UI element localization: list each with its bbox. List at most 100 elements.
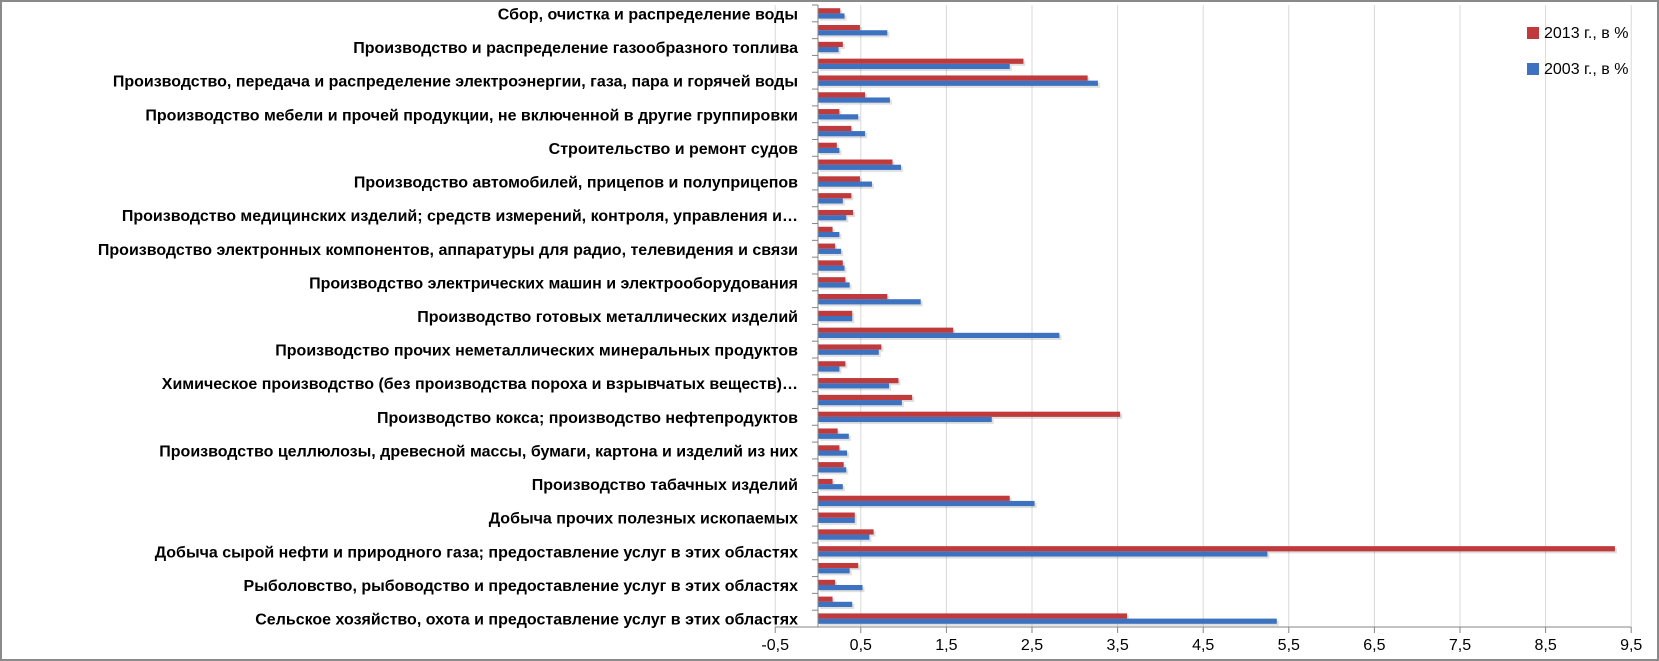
bar-2003 <box>818 265 845 271</box>
category-label: Производство автомобилей, прицепов и пол… <box>354 175 798 192</box>
category-label: Добыча прочих полезных ископаемых <box>489 511 798 528</box>
x-tick-label: 4,5 <box>1192 637 1214 654</box>
category-label: Производство мебели и прочей продукции, … <box>145 107 798 124</box>
bar-2003 <box>818 63 1010 70</box>
legend: 2013 г., в % 2003 г., в % <box>1527 25 1628 78</box>
bar-2003 <box>818 349 879 355</box>
bar-2003 <box>818 416 992 423</box>
bar-2003 <box>818 366 840 372</box>
bar-2003 <box>818 80 1098 86</box>
bar-2003 <box>818 282 850 288</box>
bar-2013 <box>818 546 1615 552</box>
category-label: Производство, передача и распределение э… <box>113 74 798 91</box>
x-tick-label: 2,5 <box>1021 637 1043 654</box>
bar-2013 <box>818 277 846 283</box>
bar-2013 <box>818 293 888 300</box>
bar-2003 <box>818 433 849 439</box>
bar-2013 <box>818 193 852 199</box>
bar-2003 <box>818 484 843 490</box>
bar-2013 <box>818 109 840 115</box>
legend-label: 2003 г., в % <box>1544 61 1628 78</box>
bar-2013 <box>818 310 853 316</box>
bar-2003 <box>818 299 921 305</box>
bar-2013 <box>818 361 846 367</box>
bar-2003 <box>818 47 839 53</box>
bar-2013 <box>818 512 855 518</box>
bar-2013 <box>818 75 1088 81</box>
bar-2003 <box>818 164 902 170</box>
bar-2003 <box>818 114 859 120</box>
x-tick-label: -0,5 <box>761 637 789 654</box>
x-tick-label: 9,5 <box>1620 637 1642 654</box>
category-label: Сельское хозяйство, охота и предоставлен… <box>255 612 798 629</box>
bar-2003 <box>818 316 853 322</box>
category-label: Производство целлюлозы, древесной массы,… <box>159 443 798 460</box>
x-tick-label: 7,5 <box>1449 637 1471 654</box>
bar-2003 <box>818 467 847 473</box>
bar-2013 <box>818 159 893 165</box>
x-tick-label: 1,5 <box>935 637 957 654</box>
category-label: Производство прочих неметаллических мине… <box>275 343 798 360</box>
category-label: Производство медицинских изделий; средст… <box>122 208 798 225</box>
gridlines <box>774 5 1632 627</box>
bar-2013 <box>818 41 843 48</box>
bar-2013 <box>818 142 837 148</box>
bar-2013 <box>818 378 899 384</box>
bar-2013 <box>818 226 833 232</box>
category-label: Производство электрических машин и элект… <box>309 275 798 292</box>
category-label: Сбор, очистка и распределение воды <box>498 6 798 23</box>
legend-swatch-2003 <box>1527 63 1539 75</box>
category-label: Производство электронных компонентов, ап… <box>98 242 798 259</box>
bar-2003 <box>818 231 840 238</box>
axes <box>774 4 1632 633</box>
bar-2013 <box>818 596 833 602</box>
x-tick-label: 6,5 <box>1363 637 1385 654</box>
bars <box>818 8 1617 626</box>
bar-2003 <box>818 551 1268 557</box>
category-label: Производство готовых металлических издел… <box>417 309 798 326</box>
bar-2013 <box>818 327 954 333</box>
x-tick-labels: -0,5 0,5 1,5 2,5 3,5 4,5 5,5 6,5 7,5 8,5 9,5 <box>761 637 1642 654</box>
bar-2013 <box>818 260 843 266</box>
bar-2013 <box>818 58 1024 64</box>
bar-2013 <box>818 579 836 585</box>
category-label: Добыча сырой нефти и природного газа; пр… <box>155 544 798 561</box>
bar-2013 <box>818 25 860 31</box>
bar-2003 <box>818 534 870 540</box>
bar-2013 <box>818 445 840 451</box>
category-label: Производство кокса; производство нефтепр… <box>377 410 798 427</box>
bar-2013 <box>818 478 833 485</box>
bar-2003 <box>818 517 855 523</box>
bar-2013 <box>818 562 859 569</box>
bar-2003 <box>818 181 872 187</box>
bar-2013 <box>818 529 874 535</box>
legend-label: 2013 г., в % <box>1544 25 1628 42</box>
x-tick-label: 0,5 <box>850 637 872 654</box>
x-tick-label: 8,5 <box>1534 637 1556 654</box>
bar-2013 <box>818 8 841 14</box>
bar-2013 <box>818 462 844 468</box>
bar-2003 <box>818 30 888 36</box>
bar-2003 <box>818 332 1060 339</box>
bar-2003 <box>818 383 890 389</box>
bar-2003 <box>818 601 853 607</box>
bar-2013 <box>818 411 1121 417</box>
bar-2003 <box>818 450 848 456</box>
bar-2003 <box>818 215 847 221</box>
bar-2013 <box>818 92 866 98</box>
category-label: Производство табачных изделий <box>532 477 798 494</box>
category-label: Строительство и ремонт судов <box>549 141 799 158</box>
bar-2003 <box>818 584 863 591</box>
bar-2013 <box>818 209 854 216</box>
bar-2013 <box>818 125 852 132</box>
legend-swatch-2013 <box>1527 27 1539 39</box>
category-labels: Сбор, очистка и распределение воды Произв… <box>98 6 798 628</box>
bar-2013 <box>818 243 836 249</box>
bar-2013 <box>818 613 1128 619</box>
bar-2003 <box>818 568 850 574</box>
bar-2003 <box>818 97 890 103</box>
bar-2013 <box>818 495 1010 501</box>
bar-2003 <box>818 248 842 254</box>
bar-2013 <box>818 344 882 350</box>
